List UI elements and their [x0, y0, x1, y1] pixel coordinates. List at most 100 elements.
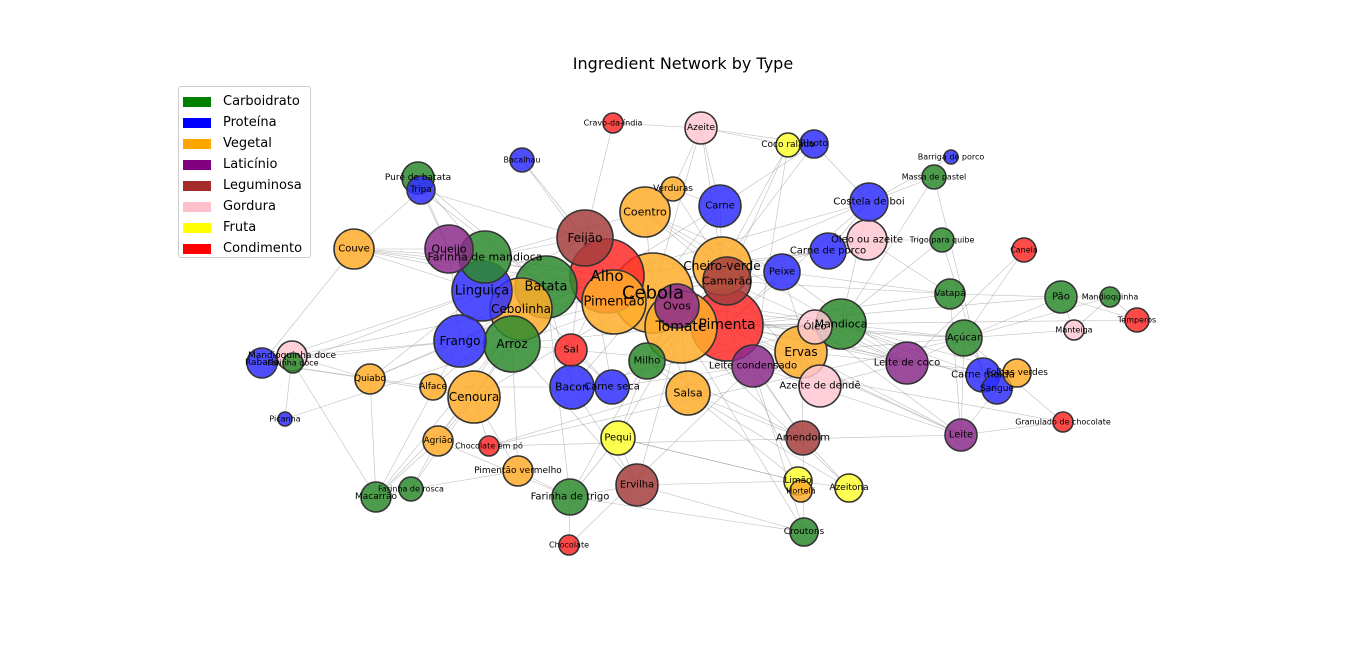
legend-item: Vegetal: [183, 133, 310, 154]
node-label: Feijão: [568, 231, 603, 245]
node: [615, 463, 659, 507]
legend-item: Gordura: [183, 196, 310, 217]
node: [628, 342, 666, 380]
node-label: Arroz: [496, 337, 527, 351]
node: [921, 164, 947, 190]
edge: [687, 392, 799, 482]
node: [354, 363, 386, 395]
legend-item: Condimento: [183, 238, 310, 259]
node: [665, 370, 711, 416]
legend-swatch: [183, 201, 211, 212]
node: [619, 186, 671, 238]
node: [600, 420, 636, 456]
node: [731, 344, 775, 388]
node-label: Batata: [524, 280, 567, 295]
legend-item: Carboidrato: [183, 91, 310, 112]
node: [929, 227, 955, 253]
node-label: Amendoim: [776, 433, 830, 444]
node-label: Cravo-da-índia: [584, 119, 643, 128]
node: [763, 253, 801, 291]
node-label: Azeite: [687, 123, 715, 133]
legend-label: Leguminosa: [223, 178, 302, 193]
node: [398, 476, 424, 502]
legend-swatch: [183, 222, 211, 233]
node: [834, 473, 864, 503]
node: [581, 269, 647, 335]
node-label: Tomate: [654, 319, 706, 335]
edge: [636, 480, 799, 486]
node-label: Costela de boi: [833, 197, 904, 208]
chart-title: Ingredient Network by Type: [572, 54, 794, 73]
node-label: Quiabo: [354, 374, 387, 384]
node-label: Pão: [1052, 292, 1070, 303]
legend: Carboidrato Proteína Vegetal Laticínio Legum…: [178, 86, 311, 258]
node-label: Óleo ou azeite: [831, 233, 903, 246]
node-label: Bacalhau: [504, 156, 541, 165]
node: [558, 534, 580, 556]
edge: [568, 365, 754, 546]
node-label: Farinha doce: [267, 359, 318, 368]
node: [943, 149, 959, 165]
node-label: Farinha de mandioca: [427, 251, 542, 264]
node: [1002, 358, 1032, 388]
node: [785, 420, 821, 456]
node-label: Pequi: [604, 433, 631, 444]
edge: [840, 176, 935, 325]
edge: [752, 365, 805, 533]
node-label: Barriga de porco: [918, 153, 985, 162]
node-label: Alface: [419, 382, 447, 392]
node: [282, 352, 304, 374]
node: [1099, 286, 1121, 308]
legend-label: Vegetal: [223, 136, 272, 151]
node-label: Ovos: [663, 300, 691, 313]
edge: [687, 392, 850, 489]
node: [981, 373, 1013, 405]
node: [406, 175, 436, 205]
legend-item: Proteína: [183, 112, 310, 133]
node-label: Vatapá: [934, 289, 965, 299]
legend-label: Carboidrato: [223, 94, 300, 109]
node-label: Camarão: [702, 275, 752, 288]
edge: [292, 290, 483, 364]
node: [554, 333, 588, 367]
legend-label: Laticínio: [223, 157, 278, 172]
edge: [726, 324, 984, 376]
node: [1052, 411, 1074, 433]
node: [654, 283, 700, 329]
node: [885, 341, 929, 385]
node-label: Verduras: [653, 184, 693, 194]
node-label: Bacon: [555, 381, 589, 394]
node: [1044, 280, 1078, 314]
node-label: Milho: [634, 356, 661, 367]
node-label: Couve: [338, 244, 370, 255]
node-label: Canela: [1010, 246, 1038, 255]
node: [789, 479, 813, 503]
legend-swatch: [183, 117, 211, 128]
node-label: Carne: [705, 201, 735, 212]
node-label: Hortelã: [786, 487, 815, 496]
node: [422, 425, 454, 457]
node: [509, 147, 535, 173]
node-label: Pimentão vermelho: [474, 466, 562, 476]
node: [478, 435, 500, 457]
node: [789, 517, 819, 547]
node-label: Purê de batata: [385, 172, 451, 183]
node: [246, 347, 278, 379]
edge: [569, 496, 805, 533]
edge: [291, 340, 461, 357]
edge: [488, 337, 965, 447]
legend-item: Fruta: [183, 217, 310, 238]
node-label: Folhas verdes: [986, 368, 1048, 378]
node: [1124, 307, 1150, 333]
node: [424, 224, 474, 274]
edge: [726, 280, 951, 295]
node: [698, 184, 742, 228]
edge: [781, 271, 951, 295]
node-label: Ervilha: [620, 480, 654, 491]
legend-swatch: [183, 180, 211, 191]
edge: [292, 362, 377, 498]
node-label: Rabada: [245, 358, 279, 368]
edge: [636, 484, 805, 533]
node-label: Pimentão: [583, 295, 644, 310]
